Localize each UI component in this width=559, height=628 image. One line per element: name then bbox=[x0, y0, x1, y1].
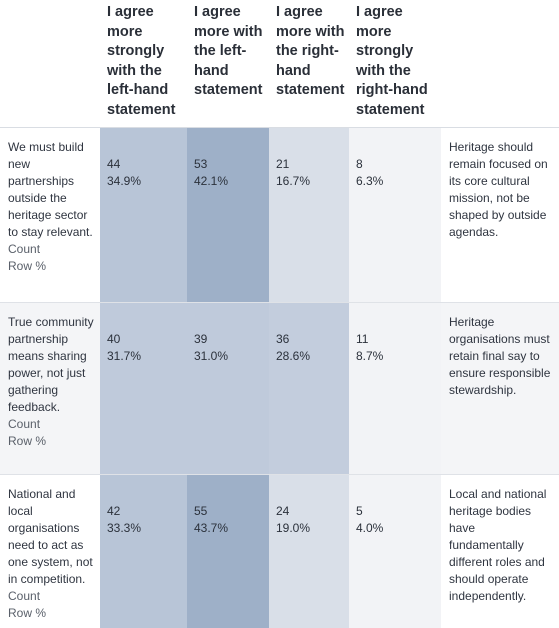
row-right-statement: Heritage should remain focused on its co… bbox=[441, 128, 559, 302]
count-value: 5 bbox=[356, 504, 363, 518]
count-value: 44 bbox=[107, 157, 121, 171]
data-cell: 40 31.7% bbox=[100, 302, 187, 474]
data-cell: 55 43.7% bbox=[187, 474, 269, 628]
count-value: 53 bbox=[194, 157, 208, 171]
data-cell: 39 31.0% bbox=[187, 302, 269, 474]
row-left-statement: True community partnership means sharing… bbox=[0, 302, 100, 474]
percent-value: 28.6% bbox=[276, 349, 311, 363]
percent-value: 16.7% bbox=[276, 174, 311, 188]
header-more-left: I agree more with the left-hand statemen… bbox=[187, 0, 269, 128]
percent-value: 43.7% bbox=[194, 521, 229, 535]
percent-value: 31.7% bbox=[107, 349, 142, 363]
count-value: 8 bbox=[356, 157, 363, 171]
header-strong-left: I agree more strongly with the left-hand… bbox=[100, 0, 187, 128]
count-value: 40 bbox=[107, 332, 121, 346]
header-strong-right: I agree more strongly with the right-han… bbox=[349, 0, 441, 128]
count-value: 39 bbox=[194, 332, 208, 346]
data-cell: 44 34.9% bbox=[100, 128, 187, 302]
data-cell: 36 28.6% bbox=[269, 302, 349, 474]
row-right-statement: Heritage organisations must retain final… bbox=[441, 302, 559, 474]
percent-value: 19.0% bbox=[276, 521, 311, 535]
percent-value: 33.3% bbox=[107, 521, 142, 535]
row-percent-label: Row % bbox=[8, 259, 47, 273]
row-left-text: True community partnership means sharing… bbox=[8, 315, 94, 414]
count-value: 36 bbox=[276, 332, 290, 346]
row-right-statement: Local and national heritage bodies have … bbox=[441, 474, 559, 628]
row-left-statement: National and local organisations need to… bbox=[0, 474, 100, 628]
count-value: 55 bbox=[194, 504, 208, 518]
count-label: Count bbox=[8, 417, 41, 431]
count-value: 11 bbox=[356, 332, 369, 346]
count-label: Count bbox=[8, 242, 41, 256]
header-right-blank bbox=[441, 0, 559, 128]
percent-value: 6.3% bbox=[356, 174, 384, 188]
data-cell: 11 8.7% bbox=[349, 302, 441, 474]
row-left-statement: We must build new partnerships outside t… bbox=[0, 128, 100, 302]
percent-value: 34.9% bbox=[107, 174, 142, 188]
row-percent-label: Row % bbox=[8, 606, 47, 620]
count-value: 21 bbox=[276, 157, 290, 171]
row-left-text: We must build new partnerships outside t… bbox=[8, 140, 93, 239]
count-value: 42 bbox=[107, 504, 121, 518]
percent-value: 4.0% bbox=[356, 521, 384, 535]
percent-value: 42.1% bbox=[194, 174, 229, 188]
row-left-text: National and local organisations need to… bbox=[8, 487, 93, 586]
percent-value: 8.7% bbox=[356, 349, 384, 363]
data-cell: 53 42.1% bbox=[187, 128, 269, 302]
data-cell: 8 6.3% bbox=[349, 128, 441, 302]
header-corner bbox=[0, 0, 100, 128]
count-label: Count bbox=[8, 589, 41, 603]
data-cell: 5 4.0% bbox=[349, 474, 441, 628]
data-cell: 24 19.0% bbox=[269, 474, 349, 628]
data-cell: 21 16.7% bbox=[269, 128, 349, 302]
row-percent-label: Row % bbox=[8, 434, 47, 448]
percent-value: 31.0% bbox=[194, 349, 229, 363]
header-more-right: I agree more with the right-hand stateme… bbox=[269, 0, 349, 128]
count-value: 24 bbox=[276, 504, 290, 518]
data-cell: 42 33.3% bbox=[100, 474, 187, 628]
